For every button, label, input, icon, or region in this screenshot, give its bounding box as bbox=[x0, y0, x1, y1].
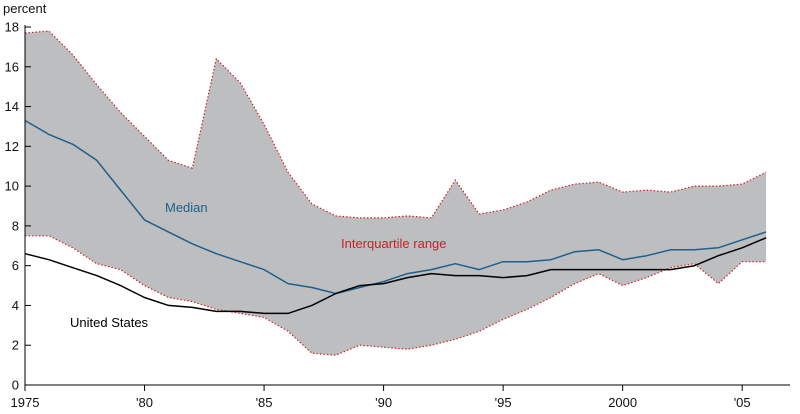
y-tick-label: 8 bbox=[12, 218, 19, 233]
y-tick-label: 10 bbox=[5, 179, 19, 194]
y-tick-label: 4 bbox=[12, 298, 19, 313]
y-tick-label: 12 bbox=[5, 139, 19, 154]
interquartile-upper-line bbox=[24, 30, 767, 219]
united-states-line bbox=[24, 237, 767, 315]
interquartile-lower-line bbox=[25, 235, 767, 356]
y-tick-label: 14 bbox=[5, 99, 19, 114]
y-tick-label: 18 bbox=[5, 20, 19, 35]
x-tick-label: '90 bbox=[375, 395, 392, 410]
y-tick-label: 6 bbox=[12, 258, 19, 273]
interquartile-band-layer bbox=[24, 30, 767, 356]
axes-layer: 0 2 4 6 8 10 12 14 16 18 1975 '80 '85 '90 '95 2000 '05 bbox=[5, 20, 790, 410]
x-tick-label: '80 bbox=[136, 395, 153, 410]
x-tick-label: '85 bbox=[256, 395, 273, 410]
x-tick-label: 2000 bbox=[608, 395, 637, 410]
series-lines-layer bbox=[24, 119, 767, 315]
y-tick-label: 0 bbox=[12, 378, 19, 393]
interquartile-range-label: Interquartile range bbox=[341, 236, 447, 251]
median-label: Median bbox=[165, 200, 208, 215]
y-tick-label: 2 bbox=[12, 338, 19, 353]
y-tick-label: 16 bbox=[5, 59, 19, 74]
x-tick-label: '05 bbox=[734, 395, 751, 410]
annotations-layer: Median Interquartile range United States bbox=[70, 200, 447, 330]
y-axis-unit-label: percent bbox=[3, 1, 47, 16]
united-states-label: United States bbox=[70, 315, 149, 330]
median-line bbox=[24, 119, 767, 295]
interquartile-band bbox=[25, 31, 767, 356]
x-tick-label: 1975 bbox=[11, 395, 40, 410]
x-tick-label: '95 bbox=[495, 395, 512, 410]
